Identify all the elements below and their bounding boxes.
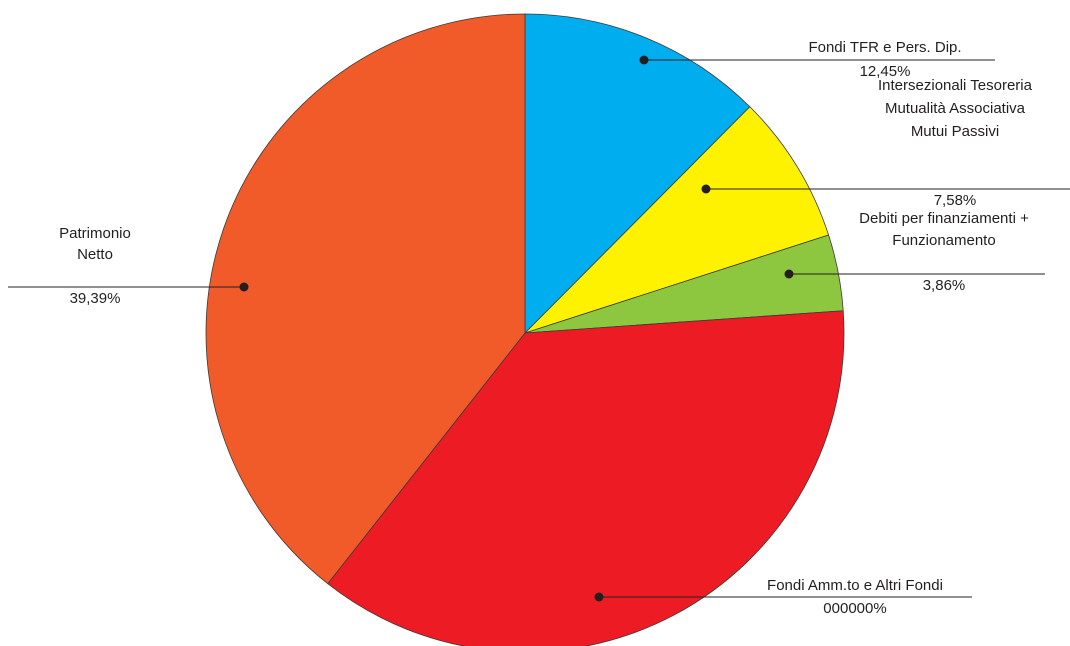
slice-label: Mutualità Associativa	[885, 100, 1026, 117]
slice-label: Fondi TFR e Pers. Dip.	[808, 39, 961, 56]
slice-label: Funzionamento	[892, 232, 995, 249]
pie-slice	[327, 310, 845, 646]
slice-value-label: 7,58%	[934, 192, 977, 209]
slice-label: Mutui Passivi	[911, 123, 999, 140]
slice-label: Debiti per finanziamenti +	[859, 210, 1029, 227]
slice-label: Intersezionali Tesoreria	[878, 77, 1033, 94]
leader-dot	[639, 55, 649, 65]
leader-dot	[594, 592, 604, 602]
leader-dot	[239, 282, 249, 292]
slice-value-label: 000000%	[823, 600, 886, 617]
leader-dot	[701, 184, 711, 194]
slice-value-label: 12,45%	[860, 63, 911, 80]
slice-label: Netto	[77, 246, 113, 263]
leader-dot	[784, 269, 794, 279]
pie-slice	[205, 13, 526, 585]
slice-value-label: 39,39%	[70, 290, 121, 307]
pie-slice	[524, 13, 751, 334]
slice-label: Patrimonio	[59, 225, 131, 242]
slice-label: Fondi Amm.to e Altri Fondi	[767, 577, 943, 594]
slice-value-label: 3,86%	[923, 277, 966, 294]
pie-slice	[524, 106, 830, 334]
